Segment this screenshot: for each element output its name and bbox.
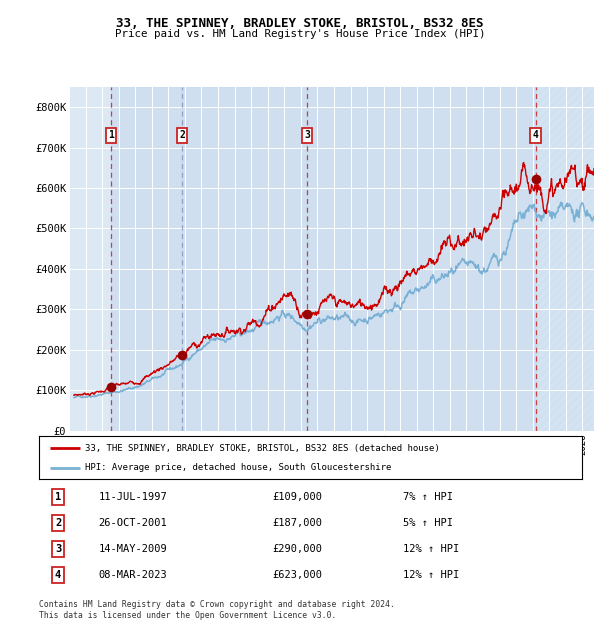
Text: £623,000: £623,000 (272, 570, 322, 580)
Text: 14-MAY-2009: 14-MAY-2009 (99, 544, 167, 554)
Text: 12% ↑ HPI: 12% ↑ HPI (403, 570, 459, 580)
Text: 26-OCT-2001: 26-OCT-2001 (99, 518, 167, 528)
Text: 33, THE SPINNEY, BRADLEY STOKE, BRISTOL, BS32 8ES (detached house): 33, THE SPINNEY, BRADLEY STOKE, BRISTOL,… (85, 444, 440, 453)
Bar (307, 87, 536, 431)
Text: 2: 2 (55, 518, 61, 528)
Bar (536, 87, 594, 431)
Text: 2: 2 (179, 130, 185, 140)
Text: 11-JUL-1997: 11-JUL-1997 (99, 492, 167, 502)
Text: £290,000: £290,000 (272, 544, 322, 554)
Text: 3: 3 (55, 544, 61, 554)
Text: 5% ↑ HPI: 5% ↑ HPI (403, 518, 453, 528)
Text: 4: 4 (533, 130, 539, 140)
Text: 1: 1 (55, 492, 61, 502)
Text: 4: 4 (55, 570, 61, 580)
Text: Price paid vs. HM Land Registry's House Price Index (HPI): Price paid vs. HM Land Registry's House … (115, 29, 485, 39)
Text: HPI: Average price, detached house, South Gloucestershire: HPI: Average price, detached house, Sout… (85, 463, 392, 472)
Bar (111, 87, 182, 431)
Text: 33, THE SPINNEY, BRADLEY STOKE, BRISTOL, BS32 8ES: 33, THE SPINNEY, BRADLEY STOKE, BRISTOL,… (116, 17, 484, 30)
Text: Contains HM Land Registry data © Crown copyright and database right 2024.
This d: Contains HM Land Registry data © Crown c… (39, 600, 395, 619)
Text: 08-MAR-2023: 08-MAR-2023 (99, 570, 167, 580)
Text: £187,000: £187,000 (272, 518, 322, 528)
Text: £109,000: £109,000 (272, 492, 322, 502)
Text: 7% ↑ HPI: 7% ↑ HPI (403, 492, 453, 502)
Text: 1: 1 (108, 130, 114, 140)
Bar (182, 87, 307, 431)
Text: 12% ↑ HPI: 12% ↑ HPI (403, 544, 459, 554)
Text: 3: 3 (304, 130, 310, 140)
